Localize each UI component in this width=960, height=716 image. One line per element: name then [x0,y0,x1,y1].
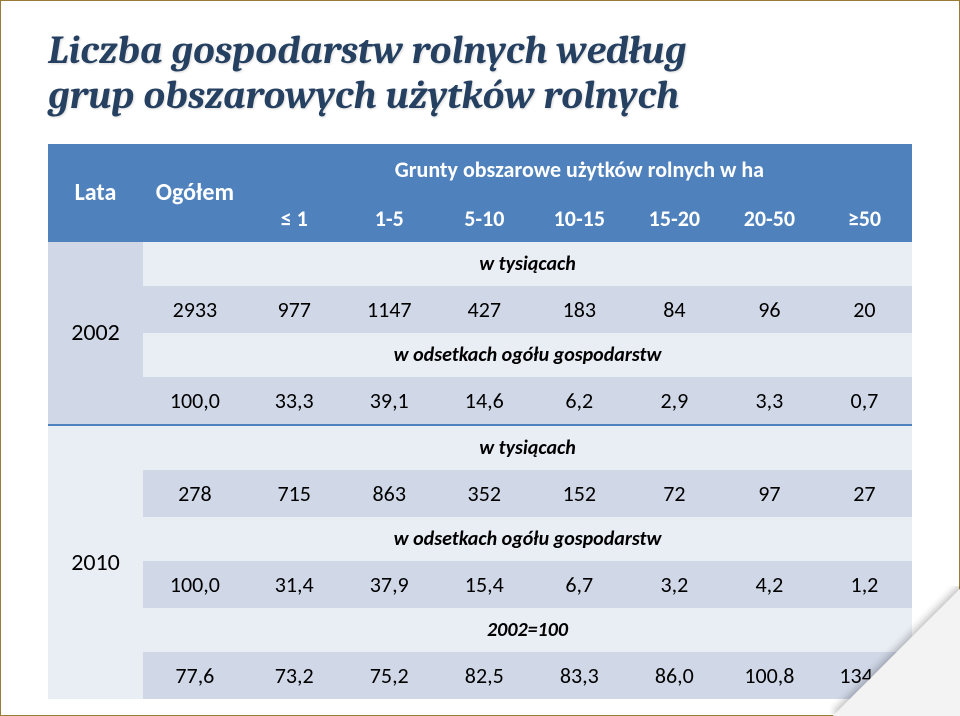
cell: 152 [532,470,627,517]
section-ods-2010: w odsetkach ogółu gospodarstw [143,517,912,561]
table-body: 2002 w tysiącach 2933 977 1147 427 183 8… [48,242,912,699]
section-idx: 2002=100 [143,608,912,652]
slide: Liczba gospodarstw rolnych według grup o… [0,0,960,716]
cell: 83,3 [532,652,627,699]
cell: 863 [342,470,437,517]
cell: 3,2 [627,561,722,608]
header-span: Grunty obszarowe użytków rolnych w ha [247,144,912,195]
cell: 3,3 [722,377,817,424]
header-col-1: ≤ 1 [247,195,342,242]
cell: 77,6 [143,652,247,699]
cell: 6,7 [532,561,627,608]
table-header: Lata Ogółem Grunty obszarowe użytków rol… [48,144,912,242]
section-tys-2010: w tysiącach [143,426,912,470]
header-col-5: 15-20 [627,195,722,242]
cell: 75,2 [342,652,437,699]
cell: 86,0 [627,652,722,699]
header-ogolem: Ogółem [143,144,247,242]
cell: 14,6 [437,377,532,424]
title-line-2: grup obszarowych użytków rolnych [48,72,679,118]
header-col-3: 5-10 [437,195,532,242]
year-2010: 2010 [48,426,143,699]
cell: 977 [247,286,342,333]
header-col-4: 10-15 [532,195,627,242]
cell: 1,2 [817,561,912,608]
cell: 2933 [143,286,247,333]
slide-title: Liczba gospodarstw rolnych według grup o… [48,28,912,118]
cell: 33,3 [247,377,342,424]
cell: 278 [143,470,247,517]
cell: 183 [532,286,627,333]
cell: 100,8 [722,652,817,699]
section-tys-2002: w tysiącach [143,242,912,286]
row-2002-tys: 2933 977 1147 427 183 84 96 20 [48,286,912,333]
cell: 97 [722,470,817,517]
header-lata: Lata [48,144,143,242]
cell: 427 [437,286,532,333]
header-col-2: 1-5 [342,195,437,242]
cell: 84 [627,286,722,333]
section-ods-2002: w odsetkach ogółu gospodarstw [143,333,912,377]
cell: 82,5 [437,652,532,699]
row-2010-idx: 77,6 73,2 75,2 82,5 83,3 86,0 100,8 134,… [48,652,912,699]
cell: 6,2 [532,377,627,424]
cell: 352 [437,470,532,517]
row-2002-ods: 100,0 33,3 39,1 14,6 6,2 2,9 3,3 0,7 [48,377,912,424]
header-col-6: 20-50 [722,195,817,242]
cell: 100,0 [143,561,247,608]
cell: 96 [722,286,817,333]
cell: 72 [627,470,722,517]
cell: 39,1 [342,377,437,424]
row-2010-tys: 278 715 863 352 152 72 97 27 [48,470,912,517]
cell: 15,4 [437,561,532,608]
cell: 31,4 [247,561,342,608]
title-line-1: Liczba gospodarstw rolnych według [48,27,687,73]
year-2002: 2002 [48,242,143,424]
cell: 4,2 [722,561,817,608]
data-table: Lata Ogółem Grunty obszarowe użytków rol… [48,144,912,699]
cell: 27 [817,470,912,517]
row-2010-ods: 100,0 31,4 37,9 15,4 6,7 3,2 4,2 1,2 [48,561,912,608]
cell: 2,9 [627,377,722,424]
cell: 37,9 [342,561,437,608]
cell: 715 [247,470,342,517]
cell: 134,4 [817,652,912,699]
cell: 1147 [342,286,437,333]
cell: 100,0 [143,377,247,424]
cell: 73,2 [247,652,342,699]
cell: 0,7 [817,377,912,424]
header-col-7: ≥50 [817,195,912,242]
cell: 20 [817,286,912,333]
